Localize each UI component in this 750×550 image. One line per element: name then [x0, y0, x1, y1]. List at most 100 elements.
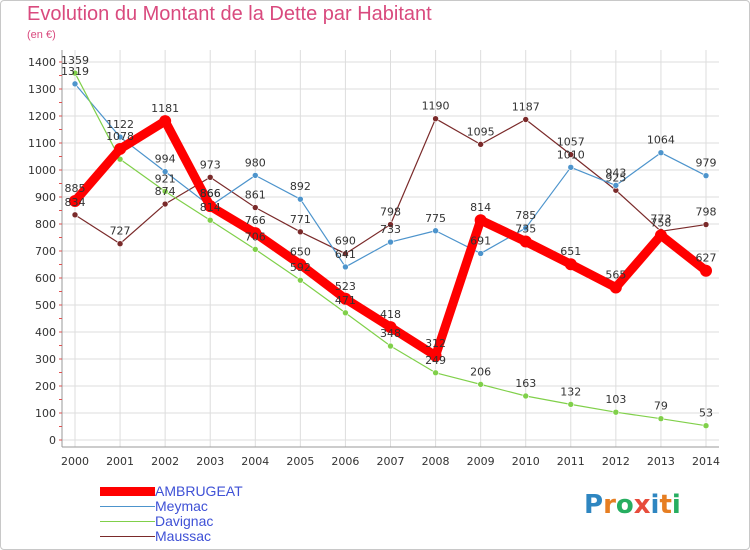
data-label: 771	[290, 213, 311, 226]
data-label: 834	[65, 196, 86, 209]
data-point-meymac	[567, 164, 575, 171]
data-label: 994	[155, 153, 176, 166]
proxiti-logo: Proxiti	[584, 490, 681, 520]
data-label: 1064	[647, 134, 675, 147]
data-point-davignac	[297, 276, 304, 284]
legend-item-davignac: Davignac	[100, 514, 243, 528]
x-tick-label: 2011	[557, 455, 585, 468]
y-tick-label: 800	[35, 218, 56, 231]
data-point-maussac	[432, 115, 439, 122]
y-tick-label: 400	[35, 326, 56, 339]
data-point-ambrugeat	[294, 258, 307, 271]
x-tick-label: 2003	[196, 455, 224, 468]
chart-title: Evolution du Montant de la Dette par Hab…	[27, 3, 432, 25]
data-label: 418	[380, 308, 401, 321]
data-point-maussac	[206, 173, 214, 181]
data-point-meymac	[657, 149, 665, 157]
data-label: 1187	[512, 101, 540, 114]
data-label: 651	[560, 245, 581, 258]
data-label: 973	[200, 158, 221, 171]
data-label: 1319	[61, 65, 89, 78]
x-tick-label: 2002	[151, 455, 179, 468]
data-point-maussac	[477, 141, 484, 148]
data-point-davignac	[342, 309, 349, 317]
y-tick-label: 700	[35, 245, 56, 258]
logo-letter: r	[603, 490, 616, 520]
data-label: 766	[245, 214, 266, 227]
data-label: 79	[654, 400, 668, 413]
data-point-meymac	[477, 250, 484, 257]
data-point-meymac	[612, 182, 620, 189]
data-point-ambrugeat	[384, 321, 397, 334]
data-point-meymac	[387, 238, 394, 246]
data-point-maussac	[71, 211, 79, 219]
data-point-davignac	[387, 342, 394, 350]
data-label: 798	[380, 206, 401, 219]
data-label: 348	[380, 327, 401, 340]
data-label: 775	[425, 212, 446, 225]
data-label: 798	[696, 206, 717, 219]
data-point-davignac	[161, 188, 169, 195]
data-label: 921	[155, 172, 176, 185]
data-label: 866	[200, 187, 221, 200]
y-tick-label: 1000	[28, 164, 56, 177]
data-point-davignac	[612, 408, 620, 416]
data-label: 1122	[106, 118, 134, 131]
x-tick-label: 2012	[602, 455, 630, 468]
data-point-davignac	[206, 216, 214, 224]
data-point-meymac	[116, 133, 124, 141]
legend-swatch-ambrugeat	[100, 486, 155, 496]
data-point-meymac	[161, 168, 169, 175]
y-tick-label: 1400	[28, 56, 56, 69]
data-label: 249	[425, 354, 446, 367]
chart-unit: (en €)	[27, 29, 56, 41]
data-point-maussac	[116, 240, 124, 248]
data-point-ambrugeat	[114, 142, 127, 155]
data-label: 943	[605, 166, 626, 179]
data-point-davignac	[251, 246, 259, 253]
x-tick-label: 2001	[106, 455, 134, 468]
data-label: 1010	[557, 148, 585, 161]
data-label: 1078	[106, 130, 134, 143]
data-point-maussac	[297, 228, 304, 236]
data-point-davignac	[522, 392, 530, 400]
x-tick-label: 2006	[331, 455, 359, 468]
data-point-maussac	[702, 221, 710, 228]
x-tick-label: 2009	[467, 455, 495, 468]
legend-swatch-davignac	[100, 520, 155, 522]
data-label: 691	[470, 234, 491, 247]
data-label: 690	[335, 235, 356, 248]
data-label: 312	[425, 337, 446, 350]
data-label: 103	[605, 393, 626, 406]
data-point-ambrugeat	[474, 214, 487, 227]
y-tick-label: 100	[35, 407, 56, 420]
data-point-ambrugeat	[339, 292, 352, 305]
data-point-maussac	[251, 204, 259, 211]
data-point-meymac	[702, 172, 710, 179]
data-point-meymac	[432, 227, 439, 235]
data-label: 735	[515, 223, 536, 236]
data-label: 1095	[467, 125, 495, 138]
legend: AMBRUGEAT Meymac Davignac Maussac	[100, 484, 243, 544]
data-point-maussac	[522, 116, 530, 123]
data-label: 471	[335, 294, 356, 307]
data-point-meymac	[342, 263, 349, 271]
x-tick-label: 2000	[61, 455, 89, 468]
data-point-meymac	[251, 172, 259, 179]
logo-letter: t	[659, 490, 672, 520]
data-point-meymac	[522, 224, 530, 232]
logo-letter: i	[650, 490, 660, 520]
data-label: 592	[290, 261, 311, 274]
legend-item-maussac: Maussac	[100, 529, 243, 543]
y-tick-label: 1200	[28, 110, 56, 123]
data-point-ambrugeat	[700, 264, 712, 277]
data-point-ambrugeat	[519, 235, 532, 248]
data-point-maussac	[567, 151, 575, 158]
data-label: 1181	[151, 102, 179, 115]
data-label: 206	[470, 365, 491, 378]
x-tick-label: 2007	[377, 455, 405, 468]
data-point-maussac	[342, 250, 349, 257]
data-label: 885	[65, 182, 86, 195]
data-label: 925	[605, 171, 626, 184]
